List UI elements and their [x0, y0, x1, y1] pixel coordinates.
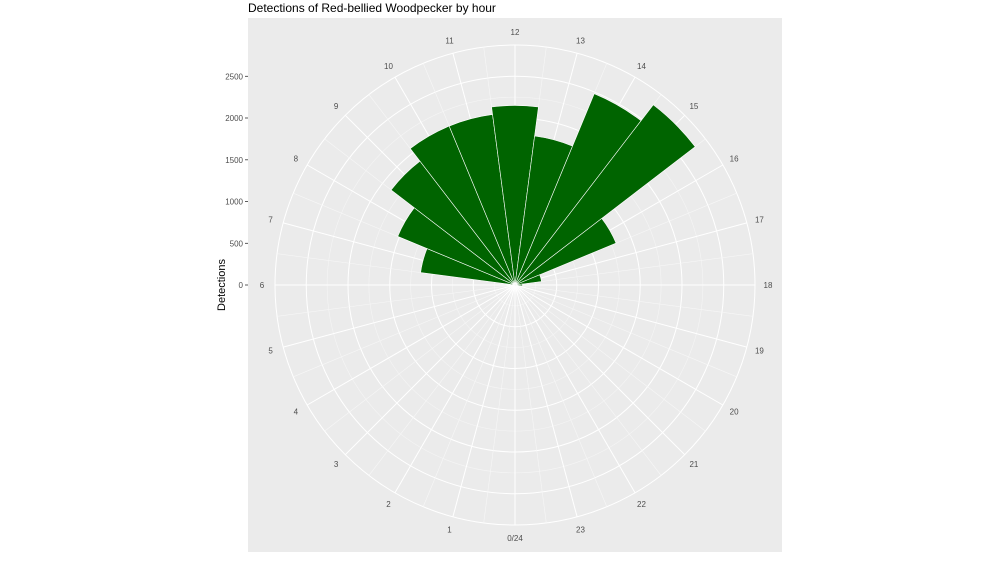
major-grid-spoke	[514, 284, 724, 406]
bar-hour-18	[514, 283, 523, 287]
minor-grid-spoke	[422, 284, 516, 507]
y-tick-label: 0	[239, 281, 244, 290]
hour-label: 22	[637, 500, 646, 509]
minor-grid-spoke	[514, 284, 753, 317]
y-tick-label: 500	[230, 239, 244, 248]
major-grid-spoke	[514, 284, 636, 494]
minor-grid-spoke	[514, 284, 608, 507]
hour-label: 12	[511, 28, 520, 37]
hour-label: 11	[445, 37, 454, 46]
hour-label: 20	[730, 408, 739, 417]
minor-grid-spoke	[514, 284, 737, 378]
hour-label: 19	[755, 347, 764, 356]
minor-grid-spoke	[514, 284, 706, 432]
hour-label: 3	[334, 460, 339, 469]
hour-label: 9	[334, 102, 339, 111]
hour-label: 18	[764, 281, 773, 290]
hour-label: 17	[755, 216, 764, 225]
minor-grid-spoke	[514, 284, 662, 476]
bar-hour-16	[514, 217, 617, 286]
bar-hour-15	[514, 104, 696, 286]
hour-label: 4	[294, 408, 299, 417]
chart-title: Detections of Red-bellied Woodpecker by …	[248, 1, 496, 15]
minor-grid-spoke	[514, 284, 547, 523]
hour-label: 0/24	[507, 534, 523, 543]
hour-label: 16	[730, 155, 739, 164]
hour-label: 2	[386, 500, 391, 509]
hour-label: 5	[268, 347, 273, 356]
y-axis-title: Detections	[216, 259, 228, 311]
minor-grid-spoke	[324, 284, 516, 432]
major-grid-spoke	[394, 284, 516, 494]
major-grid-spoke	[306, 284, 516, 406]
major-grid-spoke	[514, 284, 578, 517]
hour-label: 10	[384, 62, 393, 71]
major-grid-spoke	[514, 284, 686, 456]
hour-label: 21	[689, 460, 698, 469]
grid	[274, 44, 756, 526]
bar-hour-12	[491, 105, 539, 286]
hour-label: 23	[576, 525, 585, 534]
y-tick-label: 1000	[225, 198, 243, 207]
bar-hour-17	[514, 274, 542, 286]
hour-label: 6	[260, 281, 265, 290]
minor-grid-spoke	[483, 284, 516, 523]
hour-label: 13	[576, 37, 585, 46]
y-tick-label: 2000	[225, 114, 243, 123]
y-tick-label: 2500	[225, 72, 243, 81]
minor-grid-spoke	[514, 253, 753, 286]
hour-label: 8	[294, 155, 299, 164]
major-grid-spoke	[514, 222, 747, 286]
major-grid-spoke	[344, 284, 516, 456]
bars	[390, 93, 696, 287]
hour-label: 1	[447, 525, 452, 534]
minor-grid-spoke	[293, 284, 516, 378]
major-grid-spoke	[514, 284, 747, 348]
major-grid-spoke	[283, 284, 516, 348]
hour-label: 7	[268, 216, 273, 225]
hour-label: 15	[689, 102, 698, 111]
y-tick-label: 1500	[225, 156, 243, 165]
hour-labels: 0/24123456789101112131415161718192021222…	[260, 28, 773, 543]
major-grid-spoke	[452, 284, 516, 517]
y-axis: 0 500 1000 1500 2000 2500	[225, 72, 248, 290]
hour-label: 14	[637, 62, 646, 71]
minor-grid-spoke	[368, 284, 516, 476]
minor-grid-spoke	[277, 284, 516, 317]
